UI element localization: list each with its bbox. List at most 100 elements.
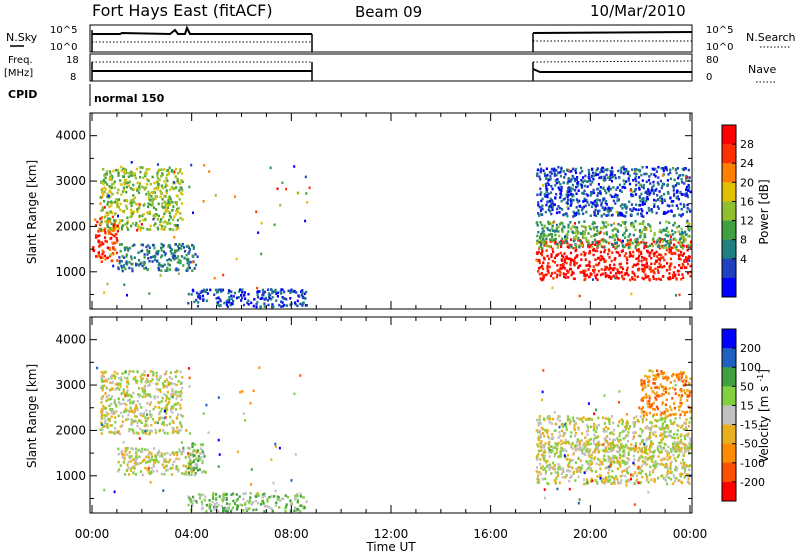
velocity-cell — [175, 416, 178, 419]
power-cell — [175, 256, 178, 260]
velocity-cell — [241, 503, 244, 507]
power-cell — [604, 260, 607, 263]
velocity-cell — [297, 508, 300, 511]
velocity-cell — [248, 500, 251, 504]
velocity-cell — [541, 390, 544, 394]
velocity-cell — [182, 448, 185, 451]
velocity-cell — [554, 429, 557, 432]
power-cell — [176, 261, 179, 264]
power-cell — [685, 260, 689, 263]
power-cell — [129, 187, 132, 190]
velocity-cell — [649, 428, 652, 432]
power-cell — [600, 214, 603, 218]
velocity-cell — [575, 447, 578, 451]
velocity-cell — [657, 455, 660, 458]
velocity-cell — [665, 426, 668, 430]
power-cell — [550, 167, 553, 171]
velocity-cell — [260, 501, 264, 504]
power-cell — [544, 182, 547, 186]
power-cell — [555, 275, 558, 279]
velocity-cell — [113, 490, 116, 494]
power-cell — [611, 213, 614, 217]
velocity-cell — [641, 417, 644, 421]
power-cell — [556, 246, 560, 249]
velocity-cell — [188, 447, 191, 450]
velocity-cell — [154, 431, 157, 435]
power-cell — [687, 234, 690, 238]
power-cell — [590, 192, 593, 196]
power-cell — [106, 221, 109, 224]
velocity-cell — [169, 409, 172, 412]
power-cell — [147, 190, 150, 194]
power-cell — [539, 170, 542, 174]
power-cell — [304, 175, 307, 179]
power-cell — [570, 169, 573, 173]
velocity-cell — [617, 480, 620, 484]
power-cell — [117, 227, 121, 230]
power-cell — [156, 226, 159, 230]
power-cell — [581, 207, 584, 210]
power-cell — [554, 242, 557, 245]
velocity-cell — [191, 467, 194, 471]
power-cell — [573, 262, 576, 266]
power-cell — [630, 241, 633, 244]
velocity-cell — [143, 458, 146, 462]
power-cell — [643, 233, 646, 236]
velocity-cell — [536, 477, 539, 481]
power-cell — [669, 196, 672, 200]
power-cell — [126, 216, 129, 220]
velocity-cell — [274, 489, 277, 493]
velocity-cell — [105, 395, 108, 399]
velocity-cell — [173, 453, 176, 456]
power-cell — [163, 253, 166, 257]
power-cell — [155, 208, 158, 211]
power-cell — [623, 171, 627, 174]
power-cell — [605, 232, 608, 236]
power-cell — [115, 168, 118, 172]
velocity-cell — [681, 410, 684, 413]
power-cell — [551, 205, 555, 209]
power-colorbar-segment — [722, 239, 736, 260]
velocity-cell — [671, 397, 674, 400]
power-cell — [543, 243, 546, 247]
velocity-cell — [662, 417, 665, 421]
velocity-cell — [158, 417, 161, 420]
power-cell — [667, 277, 671, 281]
power-cell — [574, 237, 577, 241]
power-cell — [173, 249, 177, 252]
velocity-cell — [274, 504, 277, 507]
power-cell — [579, 264, 582, 267]
power-cell — [214, 194, 217, 197]
power-cell — [560, 199, 563, 203]
power-cell — [181, 189, 184, 192]
velocity-cell — [676, 455, 679, 459]
velocity-cell — [586, 448, 589, 452]
power-cell — [112, 252, 115, 256]
power-cell — [641, 203, 644, 206]
power-cell — [560, 245, 563, 249]
velocity-cell — [660, 441, 663, 444]
power-cell — [611, 229, 614, 232]
power-cell — [92, 246, 95, 249]
power-cell — [571, 259, 574, 262]
power-cell — [610, 171, 613, 174]
velocity-cell — [192, 454, 195, 457]
power-cell — [550, 184, 553, 188]
power-cell — [247, 303, 250, 306]
power-cell — [633, 263, 636, 267]
power-cell — [678, 213, 681, 217]
velocity-cell — [683, 447, 686, 450]
power-cell — [668, 204, 671, 208]
power-cell — [104, 181, 107, 184]
power-cell — [663, 265, 666, 268]
power-cell — [625, 169, 628, 173]
power-cell — [605, 191, 608, 195]
velocity-cell — [648, 426, 651, 430]
power-cell — [628, 174, 631, 177]
power-cell — [598, 199, 602, 202]
velocity-cell — [685, 433, 688, 437]
velocity-cell — [622, 460, 625, 463]
velocity-cell — [689, 442, 692, 446]
power-cell — [593, 200, 596, 203]
power-cell — [562, 170, 565, 173]
